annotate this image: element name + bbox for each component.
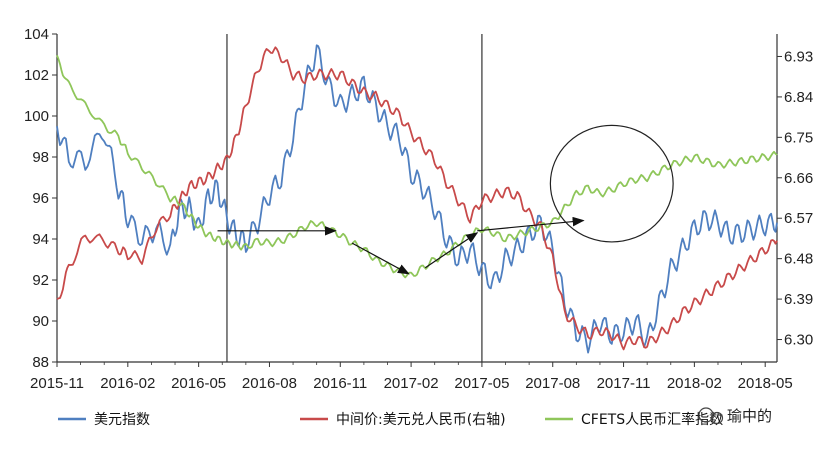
right-tick-label: 6.48	[784, 251, 813, 268]
series-line-1	[56, 44, 778, 354]
right-tick-label: 6.93	[784, 48, 813, 65]
right-tick-label: 6.57	[784, 210, 813, 227]
legend: 美元指数 中间价:美元兑人民币(右轴) CFETS人民币汇率指数	[58, 411, 723, 428]
left-tick-label: 90	[32, 313, 49, 330]
vertical-markers	[226, 34, 483, 362]
x-tick-label: 2016-02	[100, 375, 155, 392]
annotation-arrow-3	[424, 232, 479, 269]
series-line-3	[56, 54, 778, 279]
left-axis-ticks: 88 90 92 94 96 98 100 102 104	[24, 26, 57, 371]
annotation-arrow-2	[351, 242, 410, 275]
x-tick-label: 2016-08	[242, 375, 297, 392]
left-tick-label: 96	[32, 190, 49, 207]
left-tick-label: 94	[32, 231, 49, 248]
left-tick-label: 88	[32, 354, 49, 371]
legend-label-1: 美元指数	[94, 412, 150, 428]
plot-frame	[56, 34, 778, 363]
x-tick-label: 2016-11	[313, 375, 367, 392]
left-tick-label: 98	[32, 149, 49, 166]
left-tick-label: 100	[24, 108, 49, 125]
x-tick-label: 2017-08	[525, 375, 580, 392]
legend-label-3: CFETS人民币汇率指数	[581, 411, 723, 428]
right-tick-label: 6.66	[784, 170, 813, 187]
x-tick-label: 2018-02	[667, 375, 722, 392]
x-tick-label: 2018-05	[738, 375, 793, 392]
right-tick-label: 6.30	[784, 332, 813, 349]
series-line-2	[56, 46, 778, 351]
x-tick-label: 2016-05	[171, 375, 226, 392]
right-tick-label: 6.84	[784, 89, 813, 106]
x-tick-label: 2017-05	[454, 375, 509, 392]
left-tick-label: 104	[24, 26, 49, 43]
left-tick-label: 92	[32, 272, 49, 289]
annotations	[217, 124, 674, 275]
x-tick-label: 2017-11	[597, 375, 651, 392]
watermark: 瑜中的	[698, 407, 772, 425]
x-axis-ticks: 2015-11 2016-02 2016-05 2016-08 2016-11 2017-…	[30, 362, 793, 392]
left-tick-label: 102	[24, 67, 49, 84]
right-tick-label: 6.75	[784, 129, 813, 146]
legend-label-2: 中间价:美元兑人民币(右轴)	[336, 412, 506, 428]
x-tick-label: 2017-02	[384, 375, 439, 392]
watermark-text: 瑜中的	[727, 407, 772, 425]
x-tick-label: 2015-11	[30, 375, 84, 392]
right-tick-label: 6.39	[784, 291, 813, 308]
right-axis-ticks: 6.30 6.39 6.48 6.57 6.66 6.75 6.84 6.93	[777, 48, 813, 349]
series-layer	[56, 44, 778, 354]
annotation-circle	[549, 124, 674, 243]
